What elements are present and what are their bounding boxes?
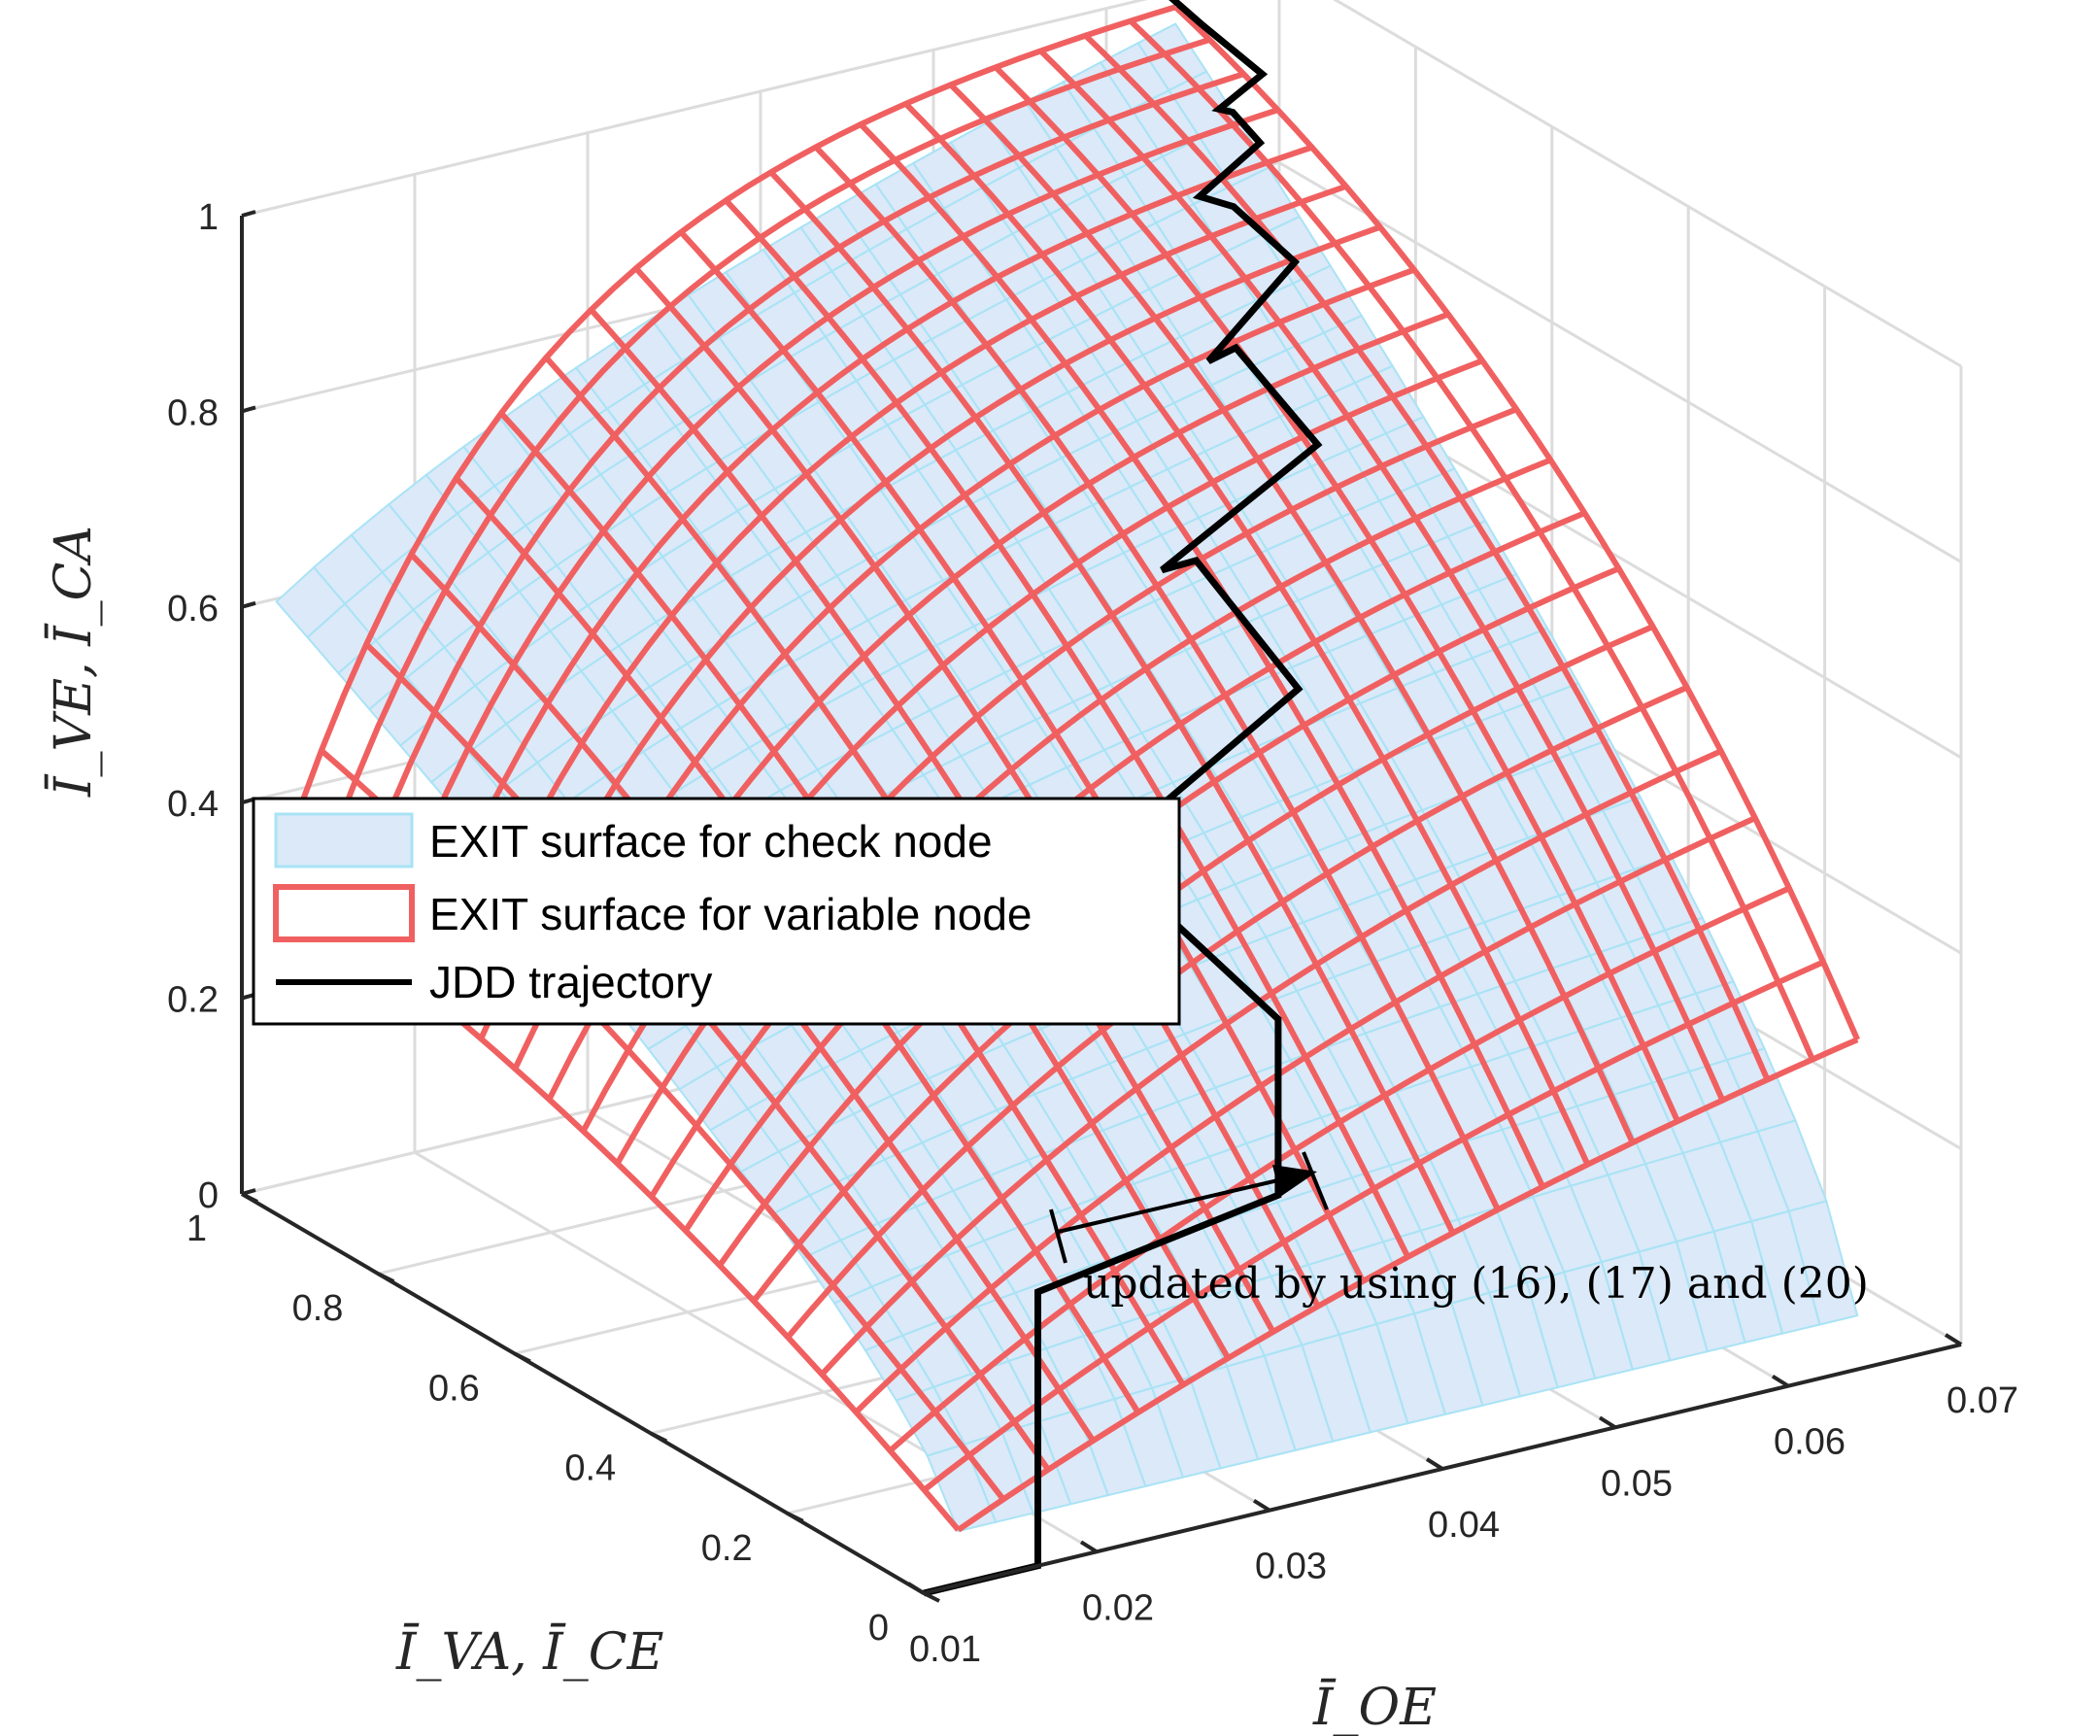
x-tick-mark-0: [906, 1582, 926, 1595]
x-tick-label-5: 0.06: [1774, 1422, 1846, 1463]
variable-mesh-col-19: [1128, 18, 1815, 1061]
y-tick-label-3: 0.6: [428, 1368, 480, 1409]
y-tick-label-5: 1: [186, 1208, 207, 1249]
z-tick-label-3: 0.6: [167, 589, 219, 630]
y-tick-label-1: 0.2: [701, 1528, 753, 1569]
variable-mesh-col-14: [903, 101, 1591, 1166]
variable-mesh-col-12: [813, 145, 1501, 1211]
x-tick-mark-3: [1425, 1457, 1444, 1471]
y-tick-mark-1: [786, 1512, 804, 1523]
y-tick-mark-0: [923, 1591, 940, 1603]
grid-z-back-5: [241, 0, 1148, 218]
axes: 00.20.40.60.8100.20.40.60.810.010.020.03…: [167, 197, 2018, 1670]
annotation-bracket-right: [1302, 1151, 1329, 1210]
x-tick-label-3: 0.04: [1428, 1505, 1500, 1546]
variable-mesh-col-17: [1038, 49, 1726, 1102]
z-tick-mark-4: [241, 405, 256, 414]
y-tick-label-4: 0.8: [292, 1288, 344, 1329]
x-tick-mark-6: [1944, 1333, 1963, 1346]
x-tick-mark-5: [1771, 1374, 1790, 1388]
legend-label-trajectory: JDD trajectory: [429, 957, 712, 1007]
z-tick-label-1: 0.2: [167, 980, 219, 1021]
grid-z-side-5: [1333, 0, 1962, 368]
variable-mesh-col-7: [589, 307, 1276, 1334]
z-tick-label-0: 0: [198, 1175, 219, 1216]
y-tick-mark-2: [650, 1431, 668, 1444]
variable-mesh-col-9: [678, 229, 1366, 1283]
y-tick-mark-3: [513, 1351, 531, 1364]
grid-z-side-4: [1278, 161, 1962, 563]
y-tick-mark-5: [241, 1192, 258, 1204]
z-tick-mark-3: [241, 600, 256, 609]
annotation-text: updated by using (16), (17) and (20): [1083, 1259, 1869, 1309]
x-tick-label-6: 0.07: [1947, 1380, 2018, 1421]
legend-label-check-surface: EXIT surface for check node: [429, 816, 993, 867]
variable-mesh-col-8: [633, 266, 1321, 1309]
variable-mesh-col-15: [948, 83, 1636, 1144]
legend-swatch-check-surface: [274, 812, 414, 868]
x-tick-label-1: 0.02: [1082, 1587, 1154, 1628]
variable-mesh-col-10: [724, 198, 1411, 1259]
annotation: updated by using (16), (17) and (20): [1049, 1151, 1869, 1309]
legend-swatch-variable-surface: [273, 884, 415, 942]
legend: EXIT surface for check node EXIT surface…: [252, 797, 1181, 1026]
x-tick-label-0: 0.01: [909, 1629, 981, 1670]
z-tick-label-4: 0.8: [167, 392, 219, 433]
legend-label-variable-surface: EXIT surface for variable node: [429, 889, 1032, 939]
axis-titles: Ī_VE, Ī_CA Ī_VA, Ī_CE Ī_OE: [45, 526, 1437, 1736]
x-tick-mark-4: [1598, 1415, 1617, 1430]
x-tick-mark-2: [1252, 1498, 1271, 1513]
y-tick-label-2: 0.4: [564, 1448, 616, 1489]
jdd-trajectory: [923, 0, 1323, 1597]
x-axis-title: Ī_OE: [1312, 1679, 1437, 1736]
variable-node-surface: [273, 4, 1860, 1533]
variable-mesh-col-16: [993, 65, 1680, 1123]
y-axis-line: [240, 1192, 926, 1595]
z-tick-label-5: 1: [198, 197, 219, 238]
z-tick-label-2: 0.4: [167, 784, 219, 825]
variable-mesh-col-18: [1083, 33, 1771, 1081]
y-tick-label-0: 0: [868, 1608, 889, 1649]
y-axis-title: Ī_VA, Ī_CE: [395, 1623, 664, 1682]
variable-mesh-col-11: [768, 170, 1456, 1235]
z-tick-mark-5: [241, 210, 256, 218]
annotation-arrow-shaft: [1057, 1177, 1283, 1234]
z-axis-title: Ī_VE, Ī_CA: [45, 526, 103, 798]
x-tick-mark-1: [1079, 1540, 1099, 1554]
variable-mesh-col-20: [1173, 5, 1860, 1041]
annotation-arrow-head: [1272, 1165, 1317, 1197]
annotation-bracket-left: [1049, 1208, 1067, 1264]
variable-mesh-col-13: [859, 121, 1545, 1188]
trajectory-line: [923, 0, 1323, 1597]
x-tick-label-2: 0.03: [1255, 1547, 1327, 1587]
y-tick-mark-4: [377, 1272, 395, 1283]
x-tick-label-4: 0.05: [1601, 1463, 1673, 1504]
